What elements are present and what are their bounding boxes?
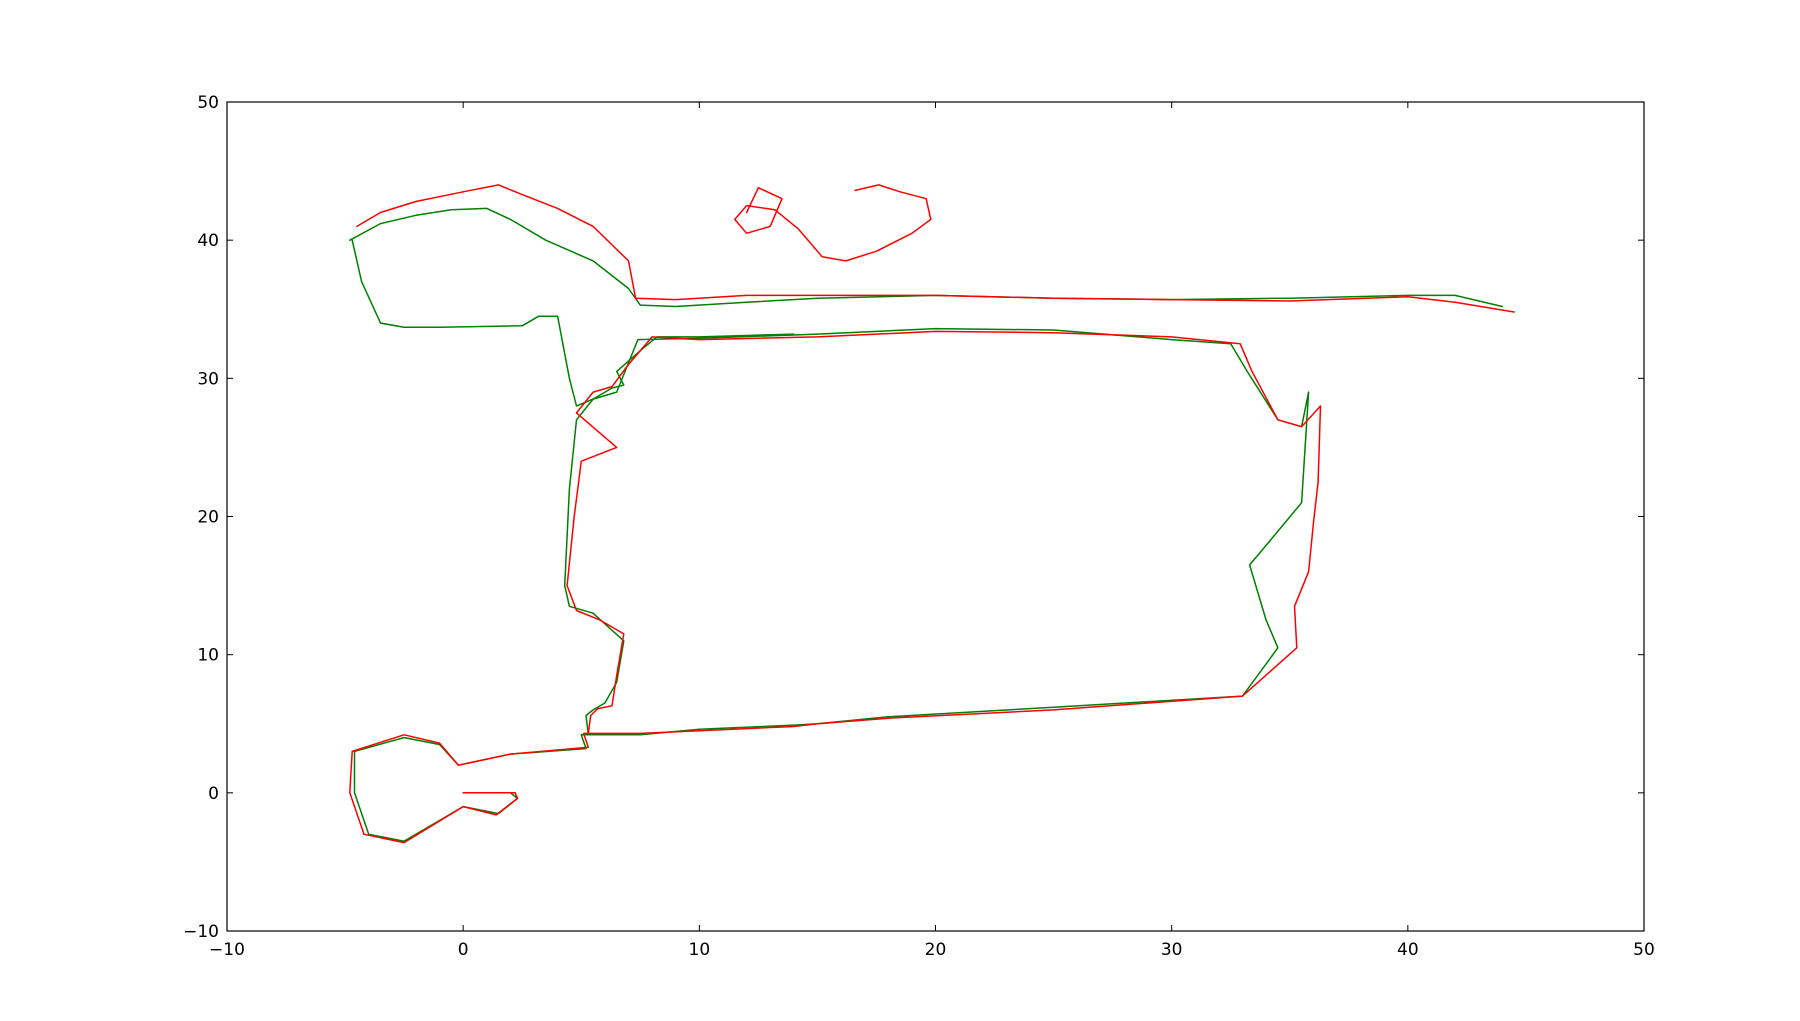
series-1-line-1 [349,330,1322,844]
y-axis: −10 0 10 20 30 40 50 [183,93,1644,942]
series-0-line-1 [353,327,1310,842]
x-tick-label: 0 [458,940,469,960]
series-1-line-3 [734,184,932,262]
y-tick-label: 30 [197,369,219,389]
x-tick-label: 20 [925,940,947,960]
x-tick-label: 50 [1633,940,1655,960]
series-layer [349,184,1515,844]
x-tick-label: 40 [1397,940,1419,960]
x-axis: −10 0 10 20 30 40 50 [209,102,1655,960]
y-tick-label: −10 [183,922,219,942]
series-0-line-3 [349,207,1504,308]
y-tick-label: 10 [197,646,219,666]
x-tick-label: 30 [1161,940,1183,960]
x-tick-label: −10 [209,940,245,960]
y-tick-label: 0 [208,784,219,804]
series-1-line-2 [356,184,1515,313]
x-tick-label: 10 [689,940,711,960]
y-tick-label: 50 [197,93,219,113]
y-tick-label: 40 [197,231,219,251]
y-tick-label: 20 [197,508,219,528]
